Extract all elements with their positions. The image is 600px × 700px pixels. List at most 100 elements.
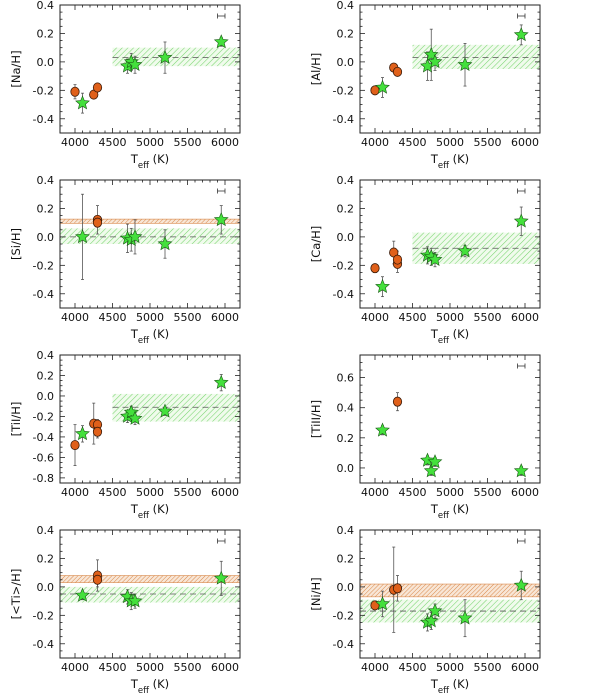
giant-point — [392, 254, 403, 265]
y-tick-label: -0.2 — [33, 84, 54, 97]
plot-area — [60, 188, 240, 280]
panel-TiII: 4000 4500 5000 5500 6000 0.0 0.2 0.4 0.6 [TiII/H]… — [309, 354, 541, 521]
x-tick-label: 5500 — [174, 486, 202, 499]
dwarf-point — [427, 251, 443, 266]
y-tick-label: 0.0 — [37, 390, 55, 403]
dwarf-point — [127, 229, 143, 244]
dwarf-point — [457, 56, 473, 72]
x-tick-label: 4000 — [61, 311, 89, 324]
panel-Si: 4000 4500 5000 5500 6000 -0.4 -0.2 0.0 0.2 0.4 [Si… — [9, 174, 241, 346]
dwarf-point — [513, 463, 529, 478]
y-tick-label: 0.2 — [37, 202, 55, 215]
y-tick-label: -0.4 — [33, 431, 54, 444]
x-tick-label: 6000 — [511, 311, 539, 324]
dwarf-dispersion-band — [60, 228, 240, 244]
y-tick-label: 0.4 — [337, 524, 355, 537]
y-axis-label: [Na/H] — [9, 50, 23, 87]
y-tick-label: 0.2 — [37, 27, 55, 40]
dwarf-point — [423, 613, 439, 628]
y-tick-label: 0.4 — [337, 174, 355, 187]
y-tick-label: 0.0 — [37, 231, 55, 244]
x-tick-label: 4500 — [399, 136, 427, 149]
dwarf-point — [75, 426, 90, 441]
dwarf-point — [127, 593, 143, 608]
x-tick-label: 4000 — [361, 661, 389, 674]
panel-Ni: 4000 4500 5000 5500 6000 -0.4 -0.2 0.0 0.2 0.4 [Ni… — [309, 524, 541, 696]
x-axis-label: Teff (K) — [130, 152, 169, 171]
x-tick-label: 6000 — [211, 661, 239, 674]
x-tick-label: 4500 — [399, 486, 427, 499]
y-tick-label: 0.4 — [337, 402, 355, 415]
dwarf-point — [375, 278, 390, 293]
y-tick-label: -0.8 — [33, 472, 54, 485]
dwarf-point — [157, 403, 173, 418]
x-tick-label: 5500 — [174, 661, 202, 674]
dwarf-point — [127, 56, 143, 72]
x-tick-label: 4000 — [361, 136, 389, 149]
y-tick-label: 0.4 — [37, 349, 55, 362]
panel-Ti: 4000 4500 5000 5500 6000 -0.4 -0.2 0.0 0.2 0.4 [<T… — [9, 524, 241, 696]
y-tick-label: -0.4 — [33, 638, 54, 651]
x-tick-label: 4500 — [99, 661, 127, 674]
x-tick-label: 4000 — [61, 661, 89, 674]
x-tick-label: 5500 — [474, 661, 502, 674]
dwarf-point — [375, 422, 390, 437]
y-axis-label: [Ca/H] — [309, 226, 323, 263]
x-tick-label: 4500 — [99, 486, 127, 499]
y-tick-label: -0.4 — [33, 288, 54, 301]
y-axis-label: [Ni/H] — [309, 577, 323, 610]
x-tick-label: 6000 — [511, 661, 539, 674]
plot-area — [360, 538, 540, 638]
x-axis-label: Teff (K) — [430, 502, 469, 521]
x-tick-label: 5000 — [436, 486, 464, 499]
y-tick-label: 0.0 — [37, 581, 55, 594]
giant-point — [70, 86, 80, 97]
plot-area — [370, 13, 540, 98]
giant-dispersion-band — [60, 218, 240, 224]
y-tick-label: -0.6 — [33, 451, 54, 464]
giant-point — [92, 574, 103, 585]
dwarf-dispersion-band — [60, 586, 240, 603]
x-axis-label: Teff (K) — [130, 502, 169, 521]
y-tick-label: 0.2 — [37, 369, 55, 382]
y-tick-label: 0.0 — [337, 231, 355, 244]
x-tick-label: 6000 — [211, 486, 239, 499]
y-tick-label: 0.6 — [337, 372, 355, 385]
y-tick-label: 0.2 — [337, 552, 355, 565]
x-tick-label: 5500 — [474, 136, 502, 149]
x-axis-label: Teff (K) — [130, 677, 169, 696]
y-tick-label: 0.0 — [337, 56, 355, 69]
x-tick-label: 4000 — [61, 136, 89, 149]
x-tick-label: 5000 — [136, 661, 164, 674]
x-tick-label: 5000 — [136, 311, 164, 324]
x-axis-label: Teff (K) — [130, 327, 169, 346]
x-tick-label: 5500 — [174, 311, 202, 324]
dwarf-point — [213, 34, 229, 49]
giant-dispersion-band — [360, 583, 540, 598]
giant-point — [392, 396, 403, 407]
x-tick-label: 4500 — [399, 661, 427, 674]
x-tick-label: 4000 — [361, 486, 389, 499]
x-tick-label: 4500 — [99, 136, 127, 149]
y-tick-label: -0.4 — [333, 638, 354, 651]
x-tick-label: 5000 — [436, 311, 464, 324]
y-tick-label: 0.2 — [337, 27, 355, 40]
y-tick-label: -0.2 — [333, 609, 354, 622]
y-tick-label: 0.4 — [37, 174, 55, 187]
giant-point — [92, 426, 103, 437]
giant-point — [370, 263, 380, 274]
dwarf-point — [213, 212, 229, 227]
dwarf-point — [75, 229, 90, 244]
dwarf-point — [213, 374, 229, 389]
dwarf-point — [513, 213, 529, 228]
x-axis-label: Teff (K) — [430, 677, 469, 696]
dwarf-point — [427, 454, 443, 469]
dwarf-point — [157, 49, 173, 64]
x-tick-label: 4500 — [99, 311, 127, 324]
y-axis-label: [TiI/H] — [9, 402, 23, 437]
panel-TiI: 4000 4500 5000 5500 6000 -0.8 -0.6 -0.4 -0.2 0.0 0… — [9, 349, 241, 521]
giant-dispersion-band — [60, 575, 240, 583]
dwarf-point — [375, 596, 390, 611]
plot-area — [370, 188, 540, 298]
